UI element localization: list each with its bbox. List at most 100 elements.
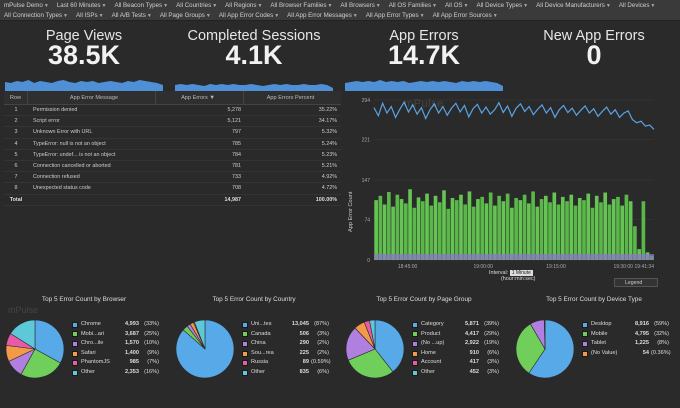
pie-slice[interactable] — [34, 319, 65, 364]
chart-bar[interactable] — [616, 196, 620, 260]
chart-bar[interactable] — [518, 200, 523, 260]
legend-item[interactable]: Home 910 (6%) — [412, 349, 508, 359]
chart-bar[interactable] — [497, 195, 501, 260]
filter-dropdown[interactable]: All Countries▼ — [176, 1, 217, 11]
chart-bar[interactable] — [548, 202, 552, 260]
legend-item[interactable]: Chrome 4,993 (33%) — [72, 320, 168, 330]
chart-bar[interactable] — [603, 192, 608, 260]
pie-slice[interactable] — [347, 348, 394, 379]
legend-item[interactable]: Product 4,417 (29%) — [412, 330, 508, 340]
col-header-percent[interactable]: App Errors Percent — [266, 95, 315, 101]
chart-bar[interactable] — [633, 226, 637, 260]
pie-chart[interactable] — [174, 318, 236, 380]
chart-bar[interactable] — [476, 199, 480, 260]
chart-bar[interactable] — [374, 200, 378, 260]
chart-bar[interactable] — [387, 191, 391, 260]
cell-message[interactable]: TypeError: null is not an object — [33, 140, 106, 147]
chart-bar[interactable] — [556, 204, 561, 260]
pie-chart[interactable] — [344, 318, 406, 380]
chart-bar[interactable] — [628, 201, 633, 260]
chart-bar[interactable] — [611, 199, 616, 260]
legend-item[interactable]: Canada 506 (3%) — [242, 330, 338, 340]
chart-bar[interactable] — [577, 197, 582, 260]
col-header-message[interactable]: App Error Message — [28, 91, 156, 104]
filter-dropdown[interactable]: All App Error Codes▼ — [219, 11, 279, 21]
chart-bar[interactable] — [599, 202, 603, 260]
pie-chart[interactable] — [514, 318, 576, 380]
chart-bar[interactable] — [425, 193, 429, 260]
chart-bar[interactable] — [429, 205, 434, 260]
table-row[interactable]: 7 Connection refused 733 4.92% — [4, 172, 341, 184]
chart-bar[interactable] — [586, 193, 591, 260]
chart-bar[interactable] — [395, 194, 400, 260]
kpi-new-app-errors[interactable]: New App Errors 0 — [510, 23, 678, 91]
chart-bar[interactable] — [582, 200, 586, 260]
cell-message[interactable]: Unexpected status code — [33, 185, 91, 192]
chart-bar[interactable] — [527, 203, 531, 260]
chart-bar[interactable] — [641, 201, 646, 260]
table-row[interactable]: 2 Script error 5,121 34.17% — [4, 116, 341, 128]
cell-message[interactable]: Connection refused — [33, 174, 80, 181]
chart-bar[interactable] — [594, 195, 599, 260]
chart-bar[interactable] — [399, 199, 404, 260]
pie-slice[interactable] — [374, 319, 405, 373]
kpi-page-views[interactable]: Page Views 38.5K — [0, 23, 168, 91]
chart-bar[interactable] — [484, 203, 489, 260]
col-header-row[interactable]: Row — [4, 91, 28, 104]
chart-bar[interactable] — [505, 193, 510, 260]
filter-dropdown[interactable]: All App Error Sources▼ — [433, 11, 498, 21]
chart-bar[interactable] — [463, 204, 468, 260]
kpi-completed-sessions[interactable]: Completed Sessions 4.1K — [170, 23, 338, 91]
legend-item[interactable]: Tablet 1,225 (8%) — [582, 339, 678, 349]
cell-message[interactable]: Permission denied — [33, 107, 78, 113]
filter-dropdown[interactable]: All OS▼ — [445, 1, 469, 11]
chart-bar[interactable] — [382, 204, 387, 260]
chart-bar[interactable] — [573, 205, 578, 260]
legend-item[interactable]: Safari 1,400 (9%) — [72, 349, 168, 359]
cell-message[interactable]: Script error — [33, 118, 60, 125]
legend-item[interactable]: Sou...rea 225 (2%) — [242, 349, 338, 359]
chart-bar[interactable] — [552, 192, 557, 260]
filter-dropdown[interactable]: All Browsers▼ — [340, 1, 380, 11]
chart-bar[interactable] — [565, 201, 569, 260]
chart-bar[interactable] — [433, 195, 438, 260]
filter-dropdown[interactable]: Last 60 Minutes▼ — [57, 1, 107, 11]
filter-dropdown[interactable]: All Browser Families▼ — [270, 1, 332, 11]
legend-item[interactable]: Russia 89 (0.59%) — [242, 358, 338, 368]
filter-dropdown[interactable]: All App Error Messages▼ — [287, 11, 358, 21]
pie-slice[interactable] — [193, 319, 206, 350]
chart-line[interactable] — [373, 100, 655, 130]
filter-dropdown[interactable]: All A/B Tests▼ — [112, 11, 152, 21]
filter-dropdown[interactable]: All Device Manufacturers▼ — [536, 1, 611, 11]
chart-bar[interactable] — [510, 207, 514, 260]
legend-button[interactable]: Legend — [614, 278, 658, 287]
chart-bar[interactable] — [607, 204, 612, 260]
chart-bar[interactable] — [522, 194, 527, 260]
chart-bar[interactable] — [535, 206, 540, 260]
chart-bar[interactable] — [560, 196, 565, 260]
legend-item[interactable]: Mobi...ari 3,687 (25%) — [72, 330, 168, 340]
chart-bar[interactable] — [391, 206, 395, 260]
interval-select[interactable]: 1 Minute — [509, 270, 533, 276]
legend-item[interactable]: Uni...tes 13,045 (87%) — [242, 320, 338, 330]
filter-dropdown[interactable]: All Connection Types▼ — [4, 11, 68, 21]
chart-bar[interactable] — [408, 189, 412, 260]
cell-message[interactable]: TypeError: undef... is not an object — [33, 151, 116, 158]
filter-dropdown[interactable]: All App Error Types▼ — [366, 11, 425, 21]
pie-chart[interactable] — [4, 318, 66, 380]
chart-bar[interactable] — [442, 190, 446, 260]
chart-bar[interactable] — [412, 207, 417, 260]
legend-item[interactable]: Account 417 (3%) — [412, 358, 508, 368]
legend-item[interactable]: Chro...ile 1,570 (10%) — [72, 339, 168, 349]
legend-item[interactable]: Other 2,353 (16%) — [72, 368, 168, 378]
cell-message[interactable]: Unknown Error with URL — [33, 129, 93, 136]
filter-dropdown[interactable]: All Regions▼ — [225, 1, 262, 11]
chart-bar[interactable] — [450, 197, 455, 260]
chart-bar[interactable] — [590, 207, 595, 260]
filter-dropdown[interactable]: All ISPs▼ — [76, 11, 104, 21]
filter-dropdown[interactable]: All Page Groups▼ — [160, 11, 211, 21]
pie-slice[interactable] — [10, 319, 36, 350]
chart-bar[interactable] — [543, 195, 548, 260]
legend-item[interactable]: China 290 (2%) — [242, 339, 338, 349]
legend-item[interactable]: PhantomJS 985 (7%) — [72, 358, 168, 368]
